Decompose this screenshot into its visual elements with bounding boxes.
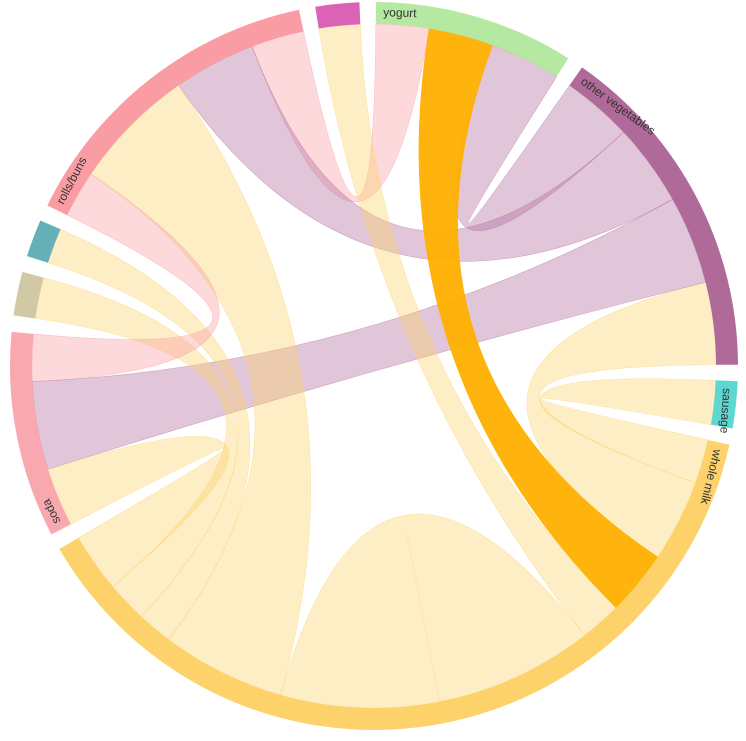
group-label: sausage [717,388,734,434]
group-arc [710,380,738,429]
group-arc [47,9,304,216]
group-arc [315,2,361,29]
group-arc [10,331,71,535]
ribbons [31,23,717,709]
ribbon [318,23,617,636]
group-arc [375,2,569,77]
ribbon [280,513,586,709]
ribbon [34,277,238,618]
group-arc [569,67,738,365]
group-arc [13,271,44,319]
ribbon [31,173,220,382]
group-arc [59,439,730,731]
group-arc [26,220,61,263]
group-label: yogurt [383,5,417,20]
